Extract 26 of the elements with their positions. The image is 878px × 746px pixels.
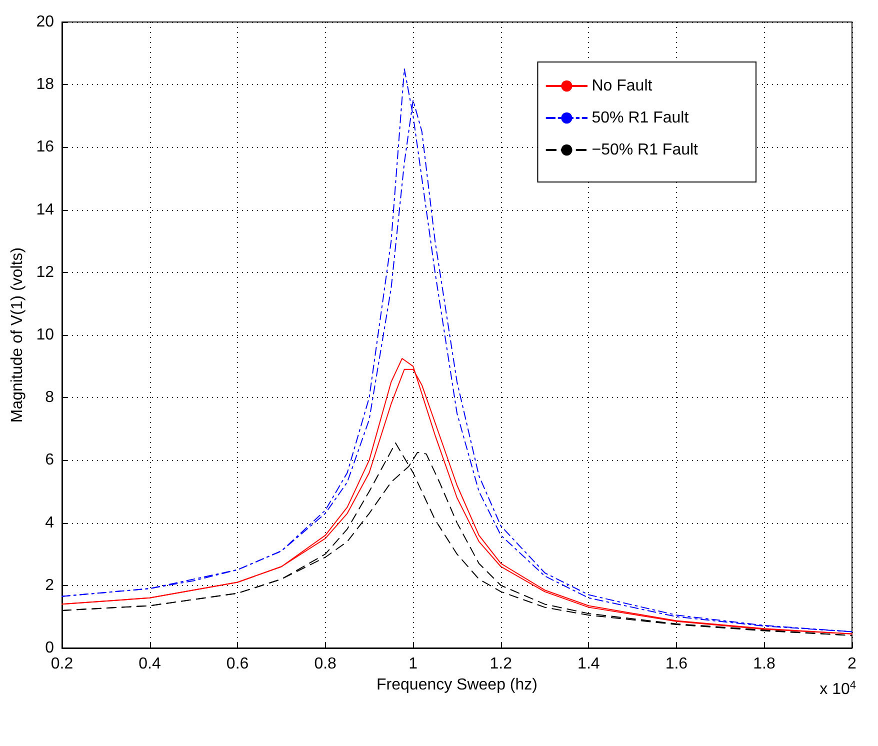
y-tick-label: 18: [36, 76, 54, 94]
y-tick-label: 2: [45, 576, 54, 594]
x-tick-label: 1: [408, 656, 418, 672]
y-tick-label: 16: [36, 138, 54, 156]
x-tick-label: 1.8: [753, 656, 776, 672]
x-tick-label: 2: [848, 656, 857, 672]
legend-label: 50% R1 Fault: [592, 110, 690, 126]
legend-label: No Fault: [592, 78, 653, 94]
y-tick-label: 14: [36, 201, 54, 218]
x-tick-label: 0.4: [138, 656, 161, 672]
y-tick-label: 20: [36, 14, 54, 30]
y-tick-label: 0: [45, 640, 54, 656]
y-tick-label: 6: [45, 452, 54, 469]
x-tick-label: 0.6: [226, 656, 249, 672]
legend-label: −50% R1 Fault: [592, 142, 699, 158]
x-tick-label: 1.2: [490, 656, 512, 672]
y-tick-label: 8: [45, 389, 54, 406]
x-axis-title: Frequency Sweep (hz): [376, 676, 538, 694]
x-tick-label: 0.2: [50, 656, 74, 672]
y-axis-title: Magnitude of V(1) (volts): [8, 247, 26, 423]
x-tick-label: 1.4: [578, 656, 600, 672]
y-tick-label: 4: [45, 514, 54, 532]
y-tick-label: 10: [36, 326, 54, 344]
x-tick-label: 0.8: [314, 656, 337, 672]
y-tick-label: 12: [36, 264, 54, 281]
x-tick-label: 1.6: [665, 656, 688, 672]
